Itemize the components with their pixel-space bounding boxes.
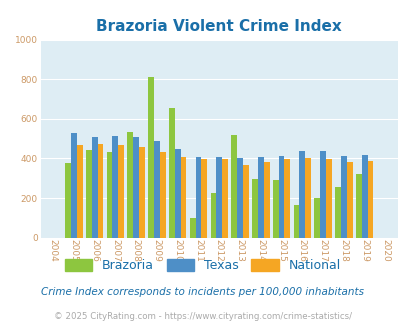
Legend: Brazoria, Texas, National: Brazoria, Texas, National — [61, 255, 344, 276]
Bar — [305, 158, 310, 238]
Bar — [71, 133, 77, 238]
Bar — [180, 157, 186, 238]
Bar — [222, 159, 227, 238]
Bar — [334, 187, 340, 238]
Bar — [361, 155, 367, 238]
Bar — [367, 161, 373, 238]
Bar — [153, 141, 160, 238]
Bar — [278, 156, 284, 238]
Bar — [216, 157, 222, 238]
Bar — [77, 145, 82, 238]
Bar — [263, 162, 269, 238]
Bar — [320, 151, 325, 238]
Bar — [107, 152, 112, 238]
Bar — [298, 151, 305, 238]
Bar — [252, 179, 257, 238]
Title: Brazoria Violent Crime Index: Brazoria Violent Crime Index — [96, 19, 341, 34]
Bar — [148, 77, 153, 238]
Bar — [86, 150, 92, 238]
Bar — [112, 136, 118, 238]
Bar — [284, 159, 290, 238]
Bar — [340, 156, 346, 238]
Bar — [257, 157, 263, 238]
Bar — [168, 108, 175, 238]
Bar — [201, 159, 207, 238]
Text: © 2025 CityRating.com - https://www.cityrating.com/crime-statistics/: © 2025 CityRating.com - https://www.city… — [54, 312, 351, 321]
Bar — [195, 157, 201, 238]
Bar — [65, 163, 71, 238]
Bar — [133, 137, 139, 238]
Bar — [160, 152, 165, 238]
Text: Crime Index corresponds to incidents per 100,000 inhabitants: Crime Index corresponds to incidents per… — [41, 287, 364, 297]
Bar — [355, 174, 361, 238]
Bar — [97, 144, 103, 238]
Bar — [313, 198, 320, 238]
Bar — [189, 218, 195, 238]
Bar — [242, 165, 248, 238]
Bar — [175, 148, 180, 238]
Bar — [92, 137, 97, 238]
Bar — [127, 132, 133, 238]
Bar — [325, 159, 331, 238]
Bar — [231, 135, 237, 238]
Bar — [139, 147, 145, 238]
Bar — [272, 180, 278, 238]
Bar — [237, 158, 242, 238]
Bar — [118, 145, 124, 238]
Bar — [346, 162, 352, 238]
Bar — [293, 205, 298, 238]
Bar — [210, 193, 216, 238]
